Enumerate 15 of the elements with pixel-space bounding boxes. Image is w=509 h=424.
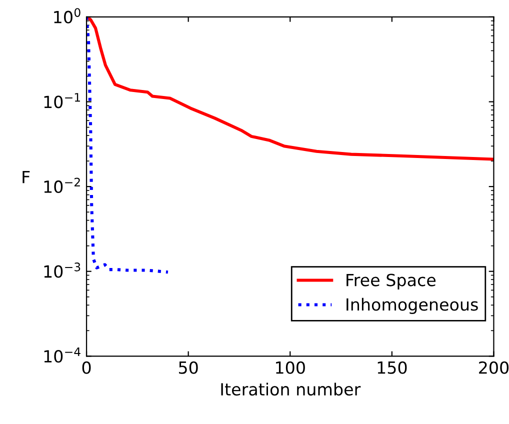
legend-label: Free Space xyxy=(346,274,436,290)
y-tick-label: 10$^{−1}$ xyxy=(44,93,80,108)
x-tick-label: 50 xyxy=(179,361,198,374)
legend-label: Inhomogeneous xyxy=(346,298,478,314)
y-tick-label: 10$^{−2}$ xyxy=(44,178,80,193)
y-axis-title: F xyxy=(22,170,30,184)
y-tick-label: 10$^{−3}$ xyxy=(44,262,80,278)
y-tick-label: 10$^{0}$ xyxy=(54,8,80,24)
x-tick-label: 100 xyxy=(276,361,305,374)
x-tick-label: 200 xyxy=(479,361,509,374)
x-tick-label: 0 xyxy=(82,361,91,374)
x-axis-title: Iteration number xyxy=(221,382,361,396)
y-tick-label: 10$^{−4}$ xyxy=(44,347,80,363)
line-series xyxy=(86,16,170,274)
x-tick-label: 150 xyxy=(378,361,407,374)
